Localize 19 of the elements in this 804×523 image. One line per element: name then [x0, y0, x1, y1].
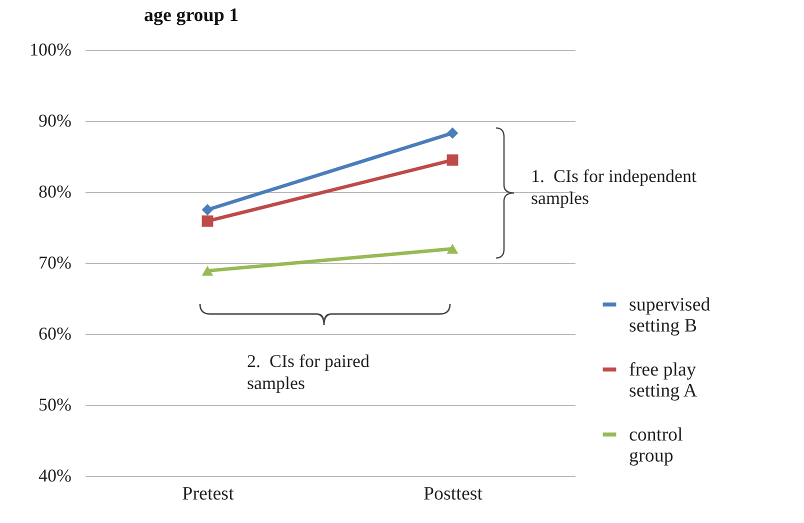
point: [202, 204, 214, 216]
y-tick-label: 80%: [38, 182, 72, 202]
legend-label: free play setting A: [629, 360, 698, 402]
point: [446, 154, 458, 166]
y-tick-label: 40%: [38, 466, 72, 486]
legend-label: supervised setting B: [629, 294, 711, 336]
y-tick-label: 60%: [38, 324, 72, 344]
annotation: 2. CIs for paired samples: [247, 350, 370, 394]
x-tick-label: Posttest: [423, 484, 484, 504]
y-tick-label: 100%: [30, 40, 72, 60]
legend-label: control group: [629, 424, 683, 466]
annotation: 1. CIs for independent samples: [531, 165, 698, 209]
chart-title: age group 1: [144, 5, 239, 26]
y-tick-label: 50%: [38, 394, 72, 414]
x-tick-label: Pretest: [182, 484, 235, 504]
y-tick-label: 70%: [38, 252, 72, 272]
point: [446, 127, 458, 139]
y-tick-label: 90%: [38, 110, 72, 130]
point: [202, 215, 214, 227]
